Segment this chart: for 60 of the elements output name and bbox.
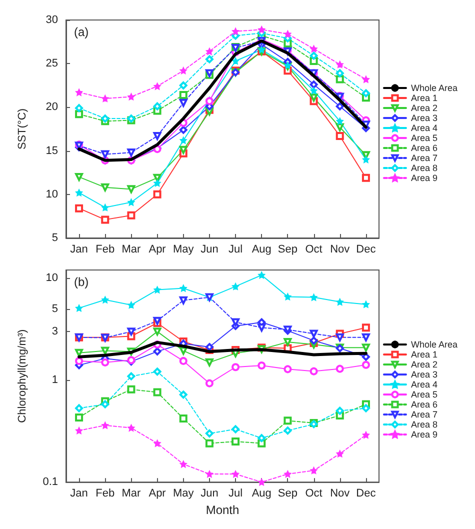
legend-label: Area 5 [410,390,438,400]
x-tick-label: Sep [278,488,298,500]
y-tick-label: 5 [52,232,58,244]
legend-label: Area 8 [410,163,438,173]
x-axis-title: Month [206,503,240,517]
x-tick-label: Apr [148,244,166,256]
x-tick-label: Dec [356,244,376,256]
x-tick-label: Oct [305,244,322,256]
legend-label: Area 7 [410,153,438,163]
x-tick-label: Jul [228,488,243,500]
legend-label: Area 7 [410,410,438,420]
y-axis-title: Chlorophyll(mg/m³) [16,329,28,423]
legend-label: Area 8 [410,420,438,430]
legend-label: Area 3 [410,113,438,123]
legend-label: Area 5 [410,133,438,143]
annotation: (b) [74,275,89,289]
legend-label: Whole Area [410,83,458,93]
y-tick-label: 5 [52,302,58,315]
x-tick-label: Aug [252,488,272,500]
y-tick-label: 10 [46,272,58,284]
legend-label: Area 3 [410,370,438,380]
legend-label: Area 4 [410,123,438,133]
legend-label: Area 2 [410,360,438,370]
x-tick-label: Jan [70,488,88,500]
x-tick-label: Nov [330,244,350,256]
legend-label: Area 9 [410,430,438,440]
x-tick-label: May [172,488,194,500]
x-tick-label: Aug [252,244,272,256]
x-tick-label: Jul [228,244,243,256]
legend-label: Area 9 [410,173,438,183]
x-tick-label: Dec [356,488,376,500]
x-tick-label: May [172,244,194,256]
legend-label: Area 6 [410,143,438,153]
annotation: (a) [74,25,89,39]
y-tick-label: 25 [46,58,58,70]
x-tick-label: Nov [330,488,350,500]
legend-label: Area 1 [410,350,438,360]
x-tick-label: Jan [70,244,88,256]
legend-label: Area 1 [410,93,438,103]
y-tick-label: 1 [52,374,58,386]
y-tick-label: 0.1 [42,476,58,488]
legend-label: Area 4 [410,380,438,390]
x-tick-label: Sep [278,244,298,256]
legend-label: Whole Area [410,340,458,350]
y-tick-label: 10 [46,188,58,200]
x-tick-label: Jun [200,488,218,500]
x-tick-label: Oct [305,488,322,500]
x-tick-label: Feb [96,244,115,256]
legend-label: Area 2 [410,103,438,113]
x-tick-label: Feb [96,488,115,500]
y-axis-title: SST(°C) [16,108,28,150]
x-tick-label: Mar [122,244,142,256]
x-tick-label: Apr [148,488,166,500]
legend-label: Area 6 [410,400,438,410]
y-tick-label: 15 [46,144,58,157]
y-tick-label: 30 [46,14,58,26]
y-tick-label: 3 [52,325,58,338]
y-tick-label: 20 [46,101,58,114]
x-tick-label: Mar [122,488,142,500]
x-tick-label: Jun [200,244,218,256]
